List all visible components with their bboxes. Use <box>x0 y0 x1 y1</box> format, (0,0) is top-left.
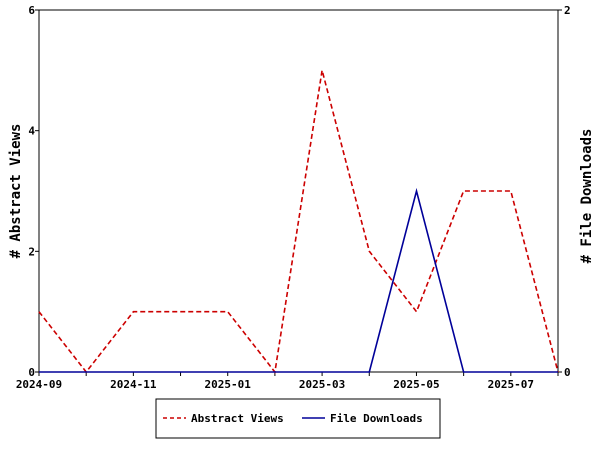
point-file-downloads-2024-11 <box>132 371 134 373</box>
point-abstract-views-2025-03 <box>321 69 323 71</box>
x-tick-label-2025-05: 2025-05 <box>393 378 439 391</box>
legend-box <box>155 398 441 439</box>
y2-tick-label-2: 2 <box>564 4 571 17</box>
point-file-downloads-2024-10 <box>85 371 87 373</box>
legend-label-abstract-views: Abstract Views <box>191 412 284 425</box>
point-file-downloads-2024-12 <box>180 371 182 373</box>
legend: Abstract Views File Downloads <box>155 398 441 439</box>
y2-tick-label-0: 0 <box>564 366 571 379</box>
point-file-downloads-2025-01 <box>227 371 229 373</box>
series-line-file-downloads <box>39 187 558 373</box>
x-tick-label-2025-07: 2025-07 <box>488 378 534 391</box>
point-file-downloads-2025-04 <box>368 371 370 373</box>
point-file-downloads-2025-06 <box>463 371 465 373</box>
point-file-downloads-2025-03 <box>321 371 323 373</box>
point-abstract-views-2025-04 <box>368 250 370 252</box>
x-tick-label-2024-09: 2024-09 <box>16 378 62 391</box>
y-tick-label-6: 6 <box>28 4 35 17</box>
point-abstract-views-2024-12 <box>180 311 182 313</box>
point-file-downloads-2025-02 <box>274 371 276 373</box>
point-file-downloads-2024-09 <box>38 371 40 373</box>
point-abstract-views-2024-11 <box>132 311 134 313</box>
y-tick-label-2: 2 <box>28 245 35 258</box>
y2-axis-label: # File Downloads <box>579 129 595 264</box>
y-axis-label: # Abstract Views <box>8 124 24 259</box>
point-abstract-views-2025-01 <box>227 311 229 313</box>
point-file-downloads-2025-05 <box>415 190 417 192</box>
y-tick-label-4: 4 <box>28 125 35 138</box>
plot-area <box>38 9 559 373</box>
y-tick-label-0: 0 <box>28 366 35 379</box>
x-tick-label-2025-01: 2025-01 <box>205 378 252 391</box>
x-tick-label-2025-03: 2025-03 <box>299 378 345 391</box>
point-abstract-views-2025-05 <box>415 311 417 313</box>
x-tick-label-2024-11: 2024-11 <box>110 378 157 391</box>
point-abstract-views-2024-09 <box>38 311 40 313</box>
point-file-downloads-2025-07 <box>510 371 512 373</box>
point-file-downloads-2025-08 <box>557 371 559 373</box>
series-line-abstract-views <box>38 70 559 374</box>
legend-label-file-downloads: File Downloads <box>330 412 423 425</box>
point-abstract-views-2025-07 <box>510 190 512 192</box>
point-abstract-views-2025-06 <box>463 190 465 192</box>
